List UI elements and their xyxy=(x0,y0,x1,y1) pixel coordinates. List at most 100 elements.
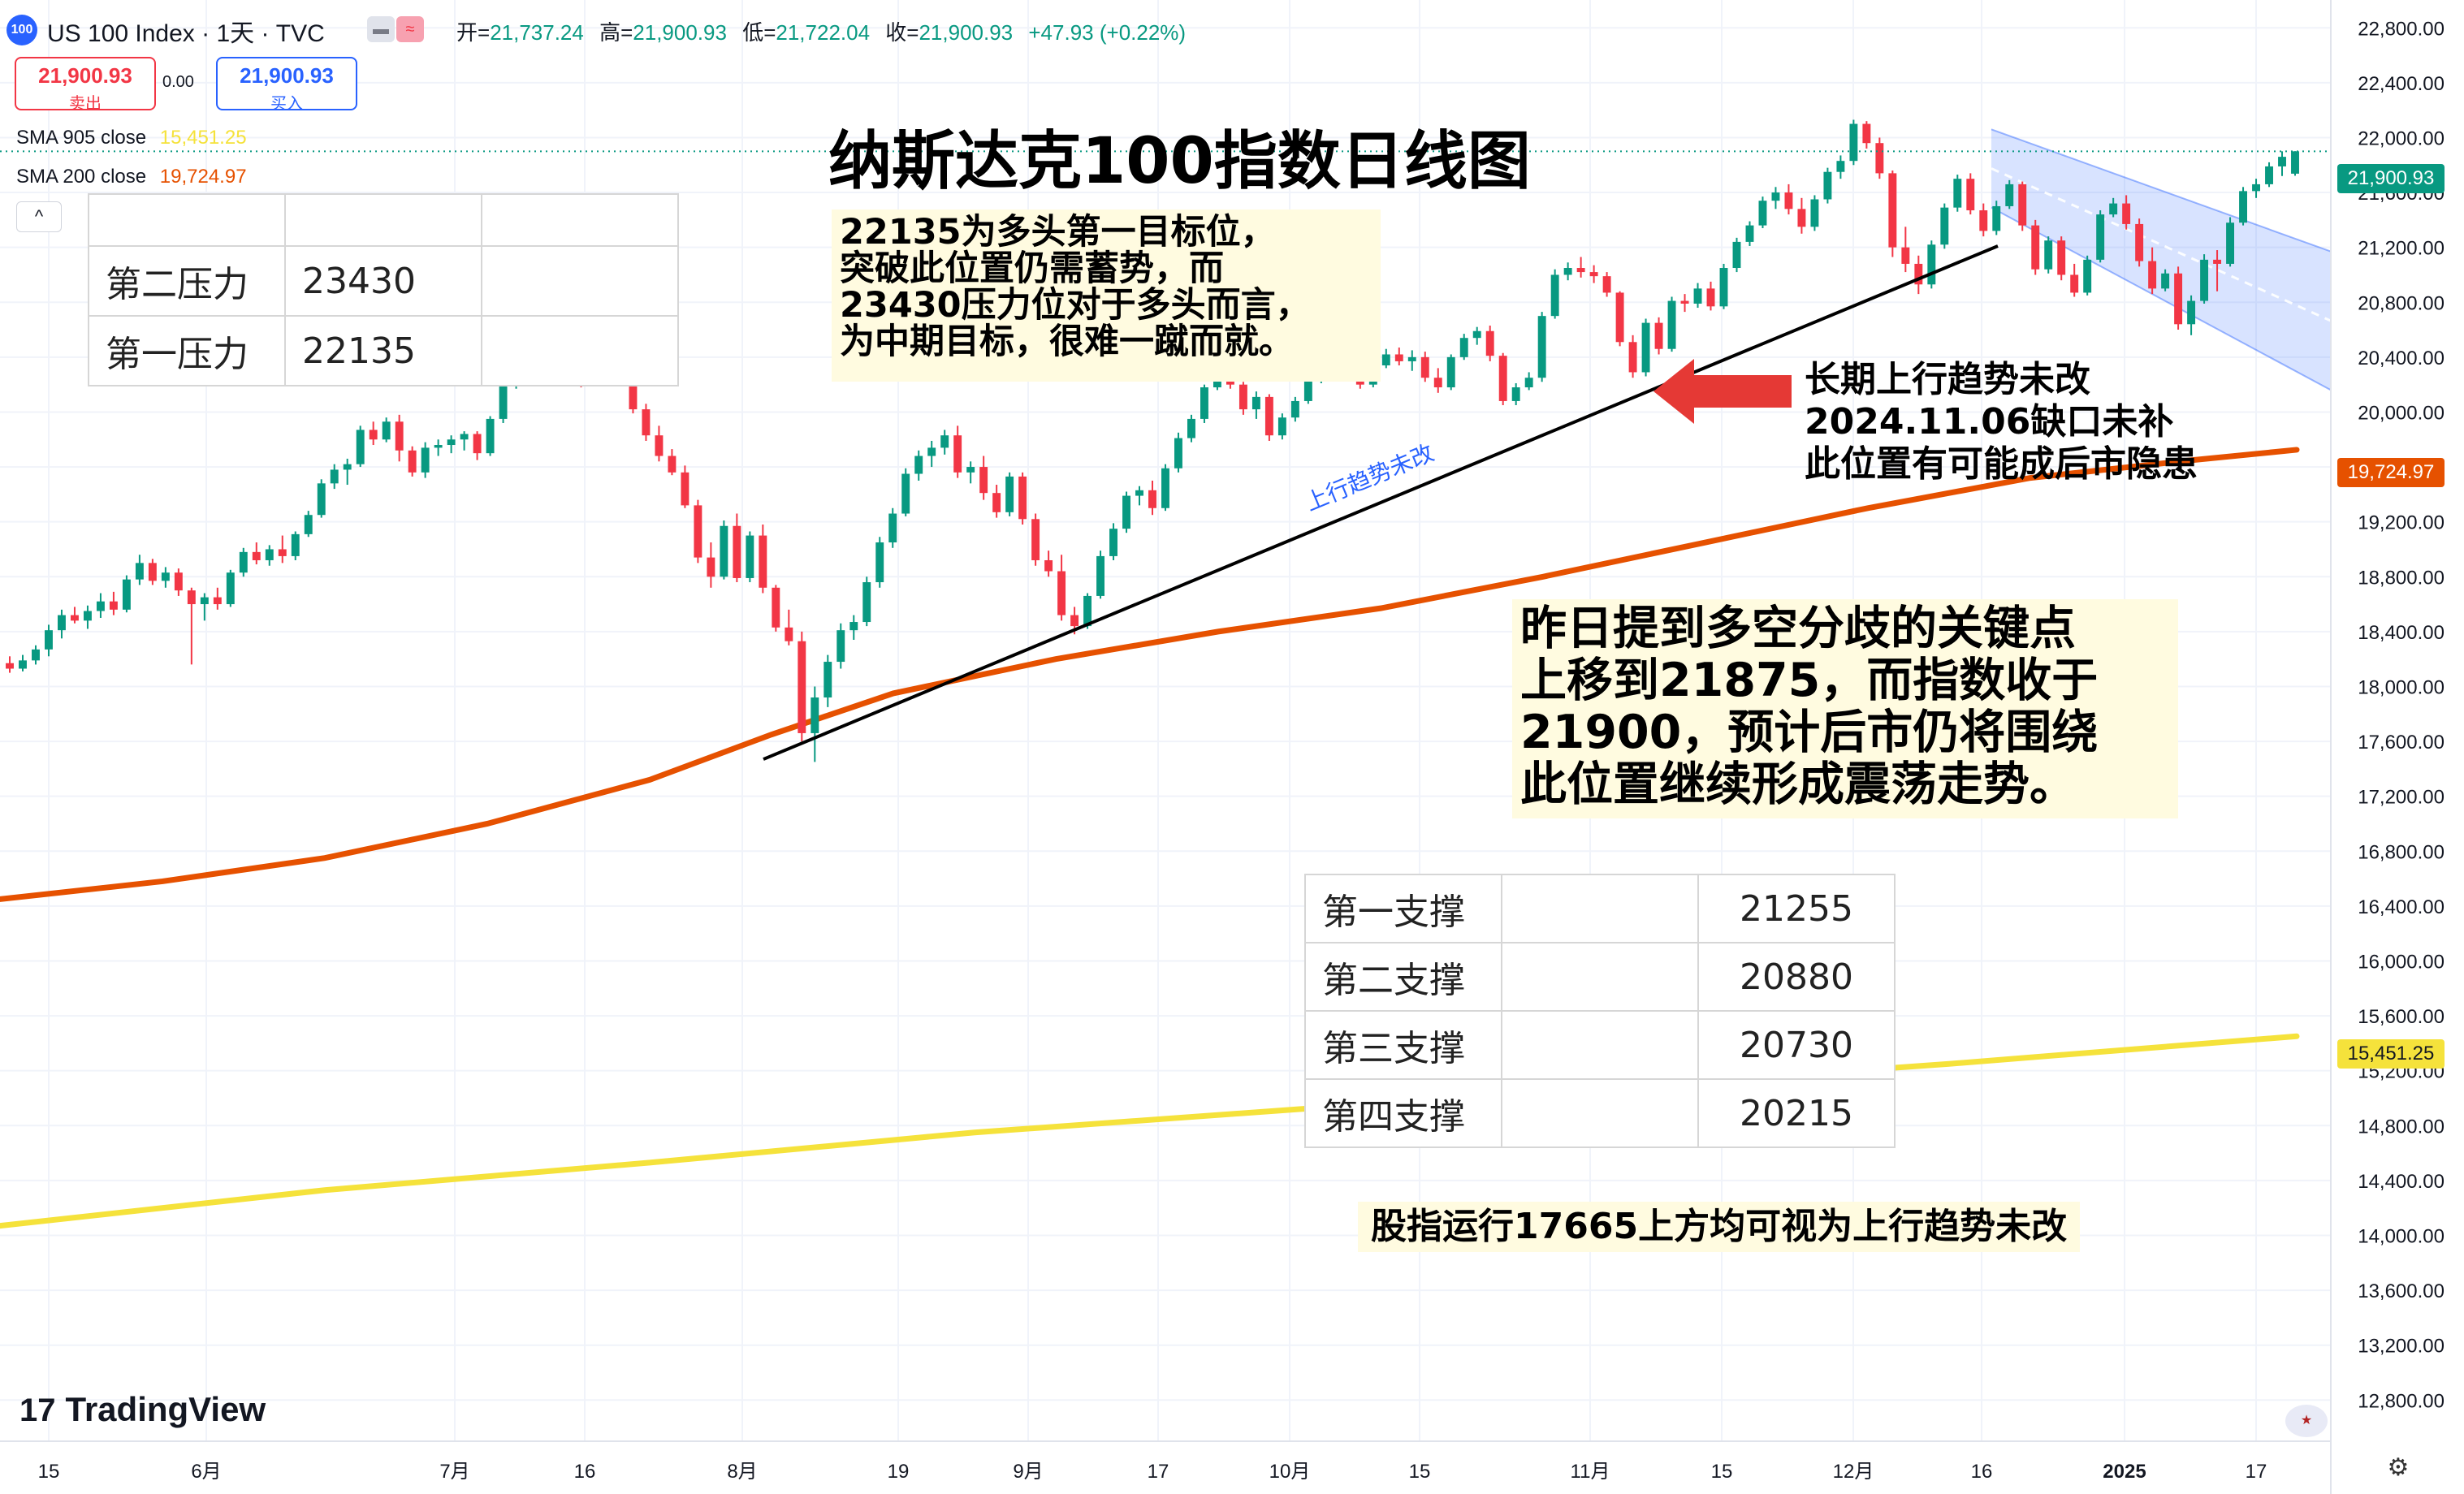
candle-body xyxy=(1537,316,1546,378)
candle-body xyxy=(252,551,261,560)
candle-body xyxy=(2031,225,2040,270)
open-label: 开= xyxy=(456,20,491,45)
minus-icon[interactable]: ▬ xyxy=(367,16,395,42)
candle-body xyxy=(1823,171,1832,200)
x-tick-label: 11月 xyxy=(1571,1461,1610,1483)
candle-body xyxy=(1122,495,1130,529)
candle-body xyxy=(1290,400,1299,418)
y-tick-label: 20,400.00 xyxy=(2358,348,2445,369)
candle-body xyxy=(291,533,300,556)
candle-body xyxy=(1446,356,1455,388)
level-value: 22135 xyxy=(284,315,482,386)
x-tick-label: 10月 xyxy=(1269,1461,1311,1483)
candle-body xyxy=(382,421,391,440)
candle-body xyxy=(473,434,482,454)
x-tick-label: 12月 xyxy=(1833,1461,1874,1483)
candle-body xyxy=(226,572,235,605)
y-tick-label: 15,600.00 xyxy=(2358,1006,2445,1028)
candle-body xyxy=(1667,300,1676,349)
candle-body xyxy=(369,430,378,440)
sma-905-label: SMA 905 close xyxy=(16,127,147,149)
candle-body xyxy=(1433,378,1442,388)
sell-button[interactable]: 21,900.93 卖出 xyxy=(15,57,156,113)
candle-body xyxy=(1602,276,1611,293)
sma-905-legend[interactable]: SMA 905 close 15,451.25 xyxy=(16,127,247,149)
x-tick-label: 19 xyxy=(888,1461,910,1483)
level-value: 20730 xyxy=(1697,1010,1896,1080)
open-value: 21,737.24 xyxy=(490,20,584,45)
trendline-label: 上行趋势未改 xyxy=(1301,439,1437,516)
candle-body xyxy=(2083,259,2092,293)
buy-label: 买入 xyxy=(270,95,303,113)
note-line: 此位置继续形成震荡走势。 xyxy=(1520,758,2076,811)
candle-body xyxy=(2148,261,2157,289)
x-tick-label: 9月 xyxy=(1013,1461,1043,1483)
y-tick-label: 16,000.00 xyxy=(2358,951,2445,973)
note-line: 长期上行趋势未改 xyxy=(1805,359,2090,400)
candle-body xyxy=(1018,476,1027,520)
candle-body xyxy=(2005,184,2014,206)
collapse-legend-button[interactable]: ^ xyxy=(16,201,62,232)
candle-body xyxy=(2200,259,2209,301)
candle-body xyxy=(421,447,430,473)
candle-body xyxy=(460,434,469,440)
candle-body xyxy=(161,572,170,581)
candle-body xyxy=(447,439,456,446)
candle-body xyxy=(1031,519,1040,560)
y-tick-label: 16,400.00 xyxy=(2358,896,2445,918)
candle-body xyxy=(499,384,508,419)
table-row: 第二压力 23430 xyxy=(88,245,679,317)
wave-icon[interactable]: ≈ xyxy=(396,16,424,42)
candle-body xyxy=(174,572,183,591)
candle-body xyxy=(1589,272,1598,277)
candle-body xyxy=(187,590,196,605)
y-tick-label: 22,800.00 xyxy=(2358,18,2445,40)
symbol-logo-icon[interactable]: 100 xyxy=(6,15,37,45)
candle-body xyxy=(992,493,1001,512)
level-label: 第一支撑 xyxy=(1304,874,1502,943)
candle-body xyxy=(1161,468,1169,508)
buy-button[interactable]: 21,900.93 买入 xyxy=(216,57,357,113)
candle-body xyxy=(1849,123,1858,162)
candle-body xyxy=(655,435,664,456)
candle-body xyxy=(1187,418,1195,438)
candle-body xyxy=(122,579,131,610)
candle-body xyxy=(746,535,754,578)
sma-200-label: SMA 200 close xyxy=(16,166,147,188)
candle-body xyxy=(979,467,988,494)
candle-body xyxy=(1485,330,1494,356)
candle-body xyxy=(836,630,845,663)
x-tick-label: 7月 xyxy=(439,1461,469,1483)
candle-body xyxy=(1135,490,1143,496)
high-label: 高= xyxy=(599,20,633,45)
sma-200-legend[interactable]: SMA 200 close 19,724.97 xyxy=(16,166,247,188)
x-tick-label: 17 xyxy=(1148,1461,1169,1483)
candle-body xyxy=(1303,380,1312,401)
candle-body xyxy=(2291,151,2299,174)
sell-price: 21,900.93 xyxy=(38,63,132,88)
candle-body xyxy=(1758,201,1767,226)
gear-icon[interactable]: ⚙ xyxy=(2387,1454,2410,1481)
candle-body xyxy=(83,611,92,621)
table-row: 第一支撑 21255 xyxy=(1304,874,1896,943)
candle-body xyxy=(1044,559,1053,572)
candle-body xyxy=(862,582,871,623)
sma-905-price-tag: 15,451.25 xyxy=(2337,1039,2445,1069)
candle-body xyxy=(1498,356,1507,401)
level-label: 第三支撑 xyxy=(1304,1010,1502,1080)
candle-body xyxy=(681,472,689,506)
candle-body xyxy=(875,542,884,583)
candle-body xyxy=(2174,273,2183,325)
candle-body xyxy=(148,563,157,581)
candle-body xyxy=(1615,292,1624,343)
symbol-title[interactable]: US 100 Index · 1天 · TVC xyxy=(47,20,325,47)
candle-body xyxy=(1109,529,1117,556)
tradingview-logo[interactable]: 17 TradingView xyxy=(19,1390,266,1429)
candle-body xyxy=(434,445,443,448)
y-tick-label: 18,800.00 xyxy=(2358,567,2445,589)
candle-body xyxy=(1083,595,1092,627)
us-flag-icon[interactable]: ★ xyxy=(2285,1405,2328,1437)
candle-body xyxy=(356,430,365,464)
candle-body xyxy=(32,649,40,661)
